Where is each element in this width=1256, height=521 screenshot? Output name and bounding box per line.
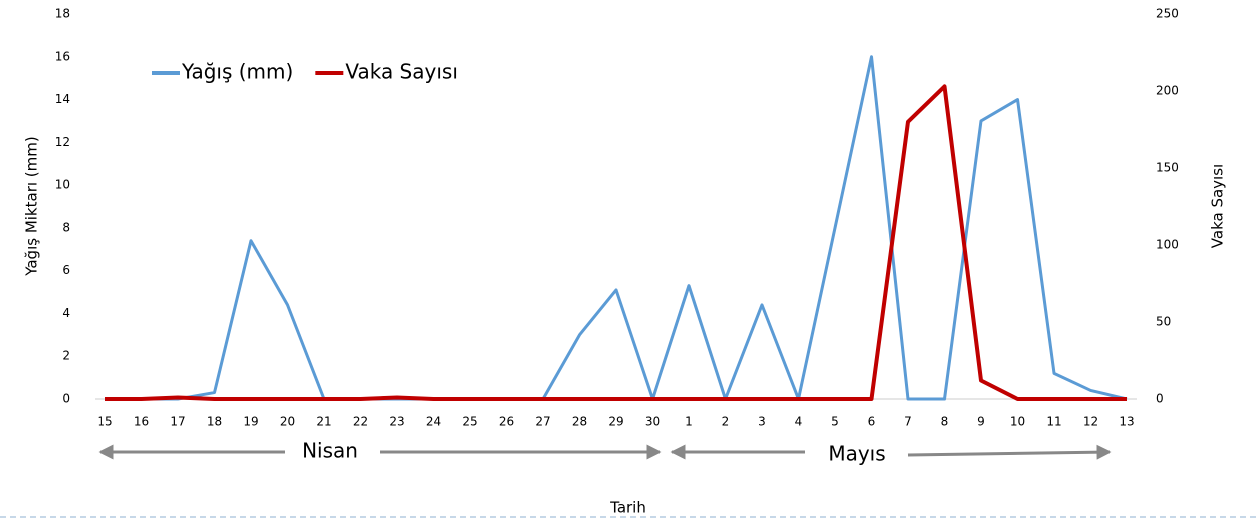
y-axis-label: Yağış Miktarı (mm)	[23, 136, 41, 276]
x-tick-label: 11	[1046, 415, 1061, 429]
x-tick-label: 18	[207, 415, 222, 429]
legend-label: Yağış (mm)	[181, 60, 293, 84]
x-tick-label: 28	[572, 415, 587, 429]
x-tick-label: 12	[1083, 415, 1098, 429]
legend-label: Vaka Sayısı	[345, 60, 458, 84]
x-axis-label: Tarih	[609, 499, 646, 517]
y2-tick-label: 100	[1156, 238, 1179, 252]
series-line	[105, 84, 1127, 401]
y-tick-label: 10	[55, 178, 70, 192]
y-tick-label: 8	[62, 220, 70, 234]
x-tick-label: 19	[243, 415, 258, 429]
x-tick-label: 9	[977, 415, 985, 429]
x-tick-label: 21	[316, 415, 331, 429]
x-tick-label: 6	[868, 415, 876, 429]
y2-tick-label: 250	[1156, 7, 1179, 21]
x-tick-label: 22	[353, 415, 368, 429]
x-tick-label: 23	[389, 415, 404, 429]
x-tick-label: 1	[685, 415, 693, 429]
x-tick-label: 15	[97, 415, 112, 429]
x-tick-label: 4	[795, 415, 803, 429]
y2-tick-label: 150	[1156, 161, 1179, 175]
arrow	[907, 444, 1112, 460]
y2-tick-label: 50	[1156, 315, 1171, 329]
y-tick-label: 6	[62, 263, 70, 277]
y-tick-label: 2	[62, 349, 70, 363]
x-tick-label: 26	[499, 415, 514, 429]
x-tick-label: 24	[426, 415, 441, 429]
x-tick-label: 13	[1119, 415, 1134, 429]
x-tick-label: 17	[170, 415, 185, 429]
x-tick-label: 29	[608, 415, 623, 429]
x-tick-label: 10	[1010, 415, 1025, 429]
y-tick-label: 16	[55, 49, 70, 63]
x-tick-label: 25	[462, 415, 477, 429]
x-tick-label: 5	[831, 415, 839, 429]
y-tick-label: 12	[55, 135, 70, 149]
y2-tick-label: 200	[1156, 84, 1179, 98]
x-tick-label: 20	[280, 415, 295, 429]
y-tick-label: 4	[62, 306, 70, 320]
y-tick-label: 14	[55, 92, 70, 106]
x-tick-label: 2	[722, 415, 730, 429]
x-tick-label: 3	[758, 415, 766, 429]
x-tick-label: 30	[645, 415, 660, 429]
x-tick-label: 27	[535, 415, 550, 429]
x-tick-label: 8	[941, 415, 949, 429]
month-label: Mayıs	[828, 442, 885, 466]
y-tick-label: 0	[62, 392, 70, 406]
series-line	[105, 55, 1128, 401]
y2-axis-label: Vaka Sayısı	[1209, 164, 1227, 248]
y-tick-label: 18	[55, 7, 70, 21]
y2-tick-label: 0	[1156, 392, 1164, 406]
x-tick-label: 16	[134, 415, 149, 429]
x-tick-label: 7	[904, 415, 912, 429]
month-label: Nisan	[302, 439, 358, 463]
